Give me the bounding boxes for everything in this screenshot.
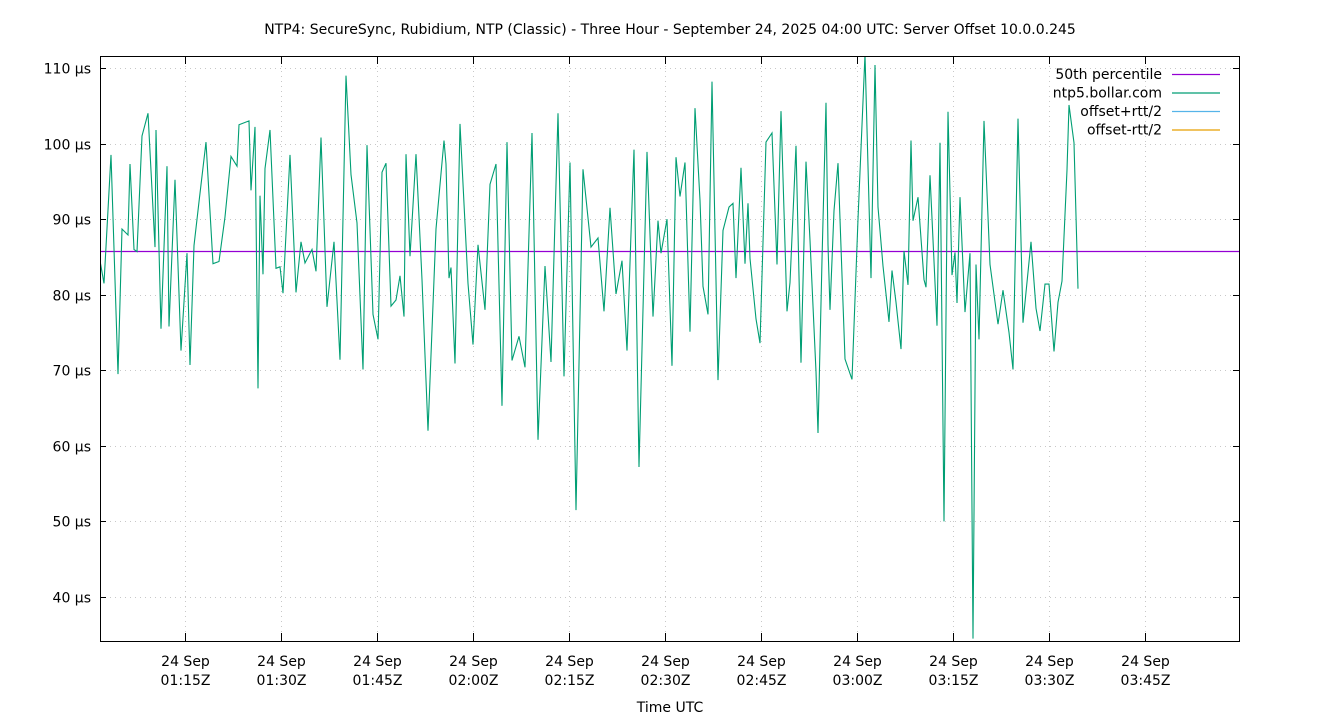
x-tick-time: 03:15Z — [929, 673, 979, 689]
x-tick-date: 24 Sep — [737, 654, 786, 670]
x-tick-time: 03:30Z — [1025, 673, 1075, 689]
x-axis: 24 Sep 01:15Z 24 Sep 01:30Z 24 Sep 01:45Z 24 S… — [161, 56, 1171, 689]
y-tick-label: 70 µs — [53, 364, 91, 380]
legend-label: 50th percentile — [1055, 67, 1162, 83]
y-tick-label: 50 µs — [53, 515, 91, 531]
y-tick-label: 110 µs — [44, 62, 91, 78]
y-tick-label: 40 µs — [53, 591, 91, 607]
x-tick-time: 02:00Z — [449, 673, 499, 689]
legend: 50th percentile ntp5.bollar.com offset+rtt… — [1053, 67, 1220, 139]
x-tick-time: 02:45Z — [737, 673, 787, 689]
x-tick-time: 01:45Z — [353, 673, 403, 689]
x-tick-date: 24 Sep — [929, 654, 978, 670]
x-tick-date: 24 Sep — [1121, 654, 1170, 670]
y-tick-label: 60 µs — [53, 440, 91, 456]
legend-label: offset-rtt/2 — [1087, 123, 1162, 139]
plot-frame — [100, 56, 1240, 642]
offset-series-line — [100, 56, 1079, 639]
x-tick-date: 24 Sep — [545, 654, 594, 670]
x-tick-time: 01:15Z — [161, 673, 211, 689]
x-tick-date: 24 Sep — [449, 654, 498, 670]
x-tick-date: 24 Sep — [641, 654, 690, 670]
y-axis: 110 µs 100 µs 90 µs 80 µs 70 µs 60 µs 50 µs 40 … — [44, 62, 1239, 607]
x-tick-date: 24 Sep — [161, 654, 210, 670]
x-tick-time: 02:30Z — [641, 673, 691, 689]
x-tick-time: 03:00Z — [833, 673, 883, 689]
legend-label: offset+rtt/2 — [1080, 104, 1162, 120]
y-tick-label: 90 µs — [53, 213, 91, 229]
x-axis-label: Time UTC — [636, 700, 704, 716]
chart-title: NTP4: SecureSync, Rubidium, NTP (Classic… — [264, 22, 1076, 38]
x-tick-time: 02:15Z — [545, 673, 595, 689]
x-tick-date: 24 Sep — [1025, 654, 1074, 670]
y-tick-label: 100 µs — [44, 138, 91, 154]
x-tick-time: 01:30Z — [257, 673, 307, 689]
x-tick-time: 03:45Z — [1121, 673, 1171, 689]
x-tick-date: 24 Sep — [257, 654, 306, 670]
data-series — [100, 56, 1239, 639]
x-tick-date: 24 Sep — [833, 654, 882, 670]
x-tick-date: 24 Sep — [353, 654, 402, 670]
legend-label: ntp5.bollar.com — [1053, 86, 1162, 102]
y-tick-label: 80 µs — [53, 289, 91, 305]
